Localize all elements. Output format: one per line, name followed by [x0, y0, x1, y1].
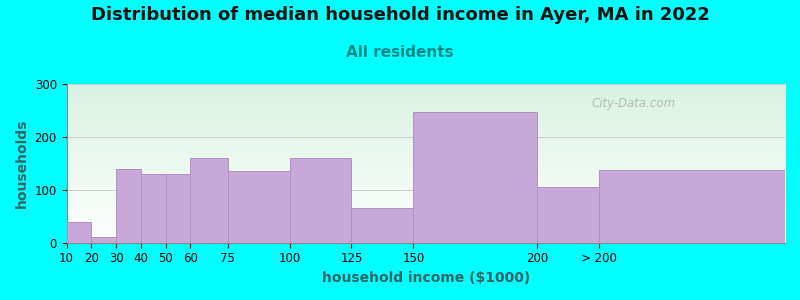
Bar — [599, 170, 785, 243]
Bar — [414, 112, 538, 243]
Bar — [190, 158, 227, 243]
X-axis label: household income ($1000): household income ($1000) — [322, 271, 530, 285]
Bar — [227, 171, 290, 243]
Text: Distribution of median household income in Ayer, MA in 2022: Distribution of median household income … — [90, 6, 710, 24]
Bar — [166, 174, 190, 243]
Text: City-Data.com: City-Data.com — [591, 97, 675, 110]
Bar — [66, 222, 91, 243]
Bar — [290, 158, 351, 243]
Text: All residents: All residents — [346, 45, 454, 60]
Bar — [116, 169, 141, 243]
Bar — [351, 208, 414, 243]
Bar — [538, 187, 599, 243]
Bar — [91, 237, 116, 243]
Bar — [141, 174, 166, 243]
Y-axis label: households: households — [15, 119, 29, 208]
